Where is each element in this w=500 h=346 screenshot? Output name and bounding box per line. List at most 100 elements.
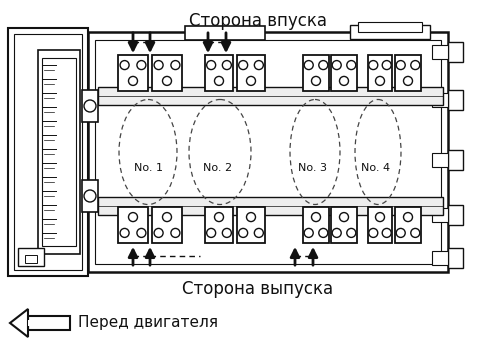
Bar: [395, 207, 421, 243]
Circle shape: [332, 228, 341, 237]
Circle shape: [369, 61, 378, 70]
Circle shape: [154, 61, 163, 70]
Circle shape: [347, 228, 356, 237]
Circle shape: [396, 61, 405, 70]
Bar: [88, 32, 448, 272]
Circle shape: [347, 61, 356, 70]
Bar: [185, 26, 265, 40]
Circle shape: [171, 61, 180, 70]
Bar: [448, 150, 463, 170]
Circle shape: [246, 76, 256, 85]
Circle shape: [404, 212, 412, 221]
Circle shape: [369, 228, 378, 237]
Circle shape: [162, 76, 172, 85]
Circle shape: [120, 61, 129, 70]
Bar: [25, 255, 37, 263]
Circle shape: [332, 61, 341, 70]
Circle shape: [162, 212, 172, 221]
Bar: [82, 90, 98, 122]
Bar: [95, 40, 441, 264]
Circle shape: [84, 190, 96, 202]
Bar: [331, 207, 357, 243]
Circle shape: [304, 61, 313, 70]
Circle shape: [128, 76, 138, 85]
Circle shape: [171, 228, 180, 237]
Bar: [205, 207, 233, 243]
Polygon shape: [14, 315, 24, 331]
Bar: [368, 55, 392, 91]
Circle shape: [238, 228, 248, 237]
Circle shape: [411, 228, 420, 237]
Circle shape: [382, 61, 391, 70]
Bar: [82, 180, 98, 212]
Circle shape: [206, 61, 216, 70]
Circle shape: [376, 212, 384, 221]
Bar: [448, 248, 463, 268]
Circle shape: [84, 100, 96, 112]
Circle shape: [304, 228, 313, 237]
Circle shape: [120, 228, 129, 237]
Circle shape: [254, 228, 264, 237]
Bar: [118, 207, 148, 243]
Bar: [448, 205, 463, 225]
Circle shape: [214, 76, 224, 85]
Bar: [303, 207, 329, 243]
Circle shape: [128, 212, 138, 221]
Circle shape: [137, 61, 146, 70]
Circle shape: [319, 228, 328, 237]
Circle shape: [206, 228, 216, 237]
Circle shape: [238, 61, 248, 70]
Bar: [118, 55, 148, 91]
Bar: [331, 55, 357, 91]
Circle shape: [254, 61, 264, 70]
Circle shape: [411, 61, 420, 70]
Bar: [432, 93, 448, 107]
Bar: [98, 87, 443, 105]
Bar: [42, 58, 76, 246]
Bar: [28, 316, 70, 330]
Text: Сторона впуска: Сторона впуска: [189, 12, 327, 30]
Bar: [237, 55, 265, 91]
Circle shape: [396, 228, 405, 237]
Circle shape: [312, 76, 320, 85]
Bar: [448, 42, 463, 62]
Bar: [38, 50, 80, 254]
Circle shape: [214, 212, 224, 221]
Bar: [152, 55, 182, 91]
Bar: [98, 197, 443, 215]
Circle shape: [319, 61, 328, 70]
Circle shape: [340, 212, 348, 221]
Bar: [448, 90, 463, 110]
Bar: [432, 45, 448, 59]
Circle shape: [340, 76, 348, 85]
Text: No. 4: No. 4: [362, 163, 390, 173]
Circle shape: [222, 61, 232, 70]
Circle shape: [246, 212, 256, 221]
Bar: [18, 248, 44, 266]
Bar: [395, 55, 421, 91]
Bar: [358, 22, 422, 32]
Bar: [432, 208, 448, 222]
Bar: [432, 251, 448, 265]
Bar: [28, 320, 66, 326]
Circle shape: [382, 228, 391, 237]
Circle shape: [222, 228, 232, 237]
Circle shape: [404, 76, 412, 85]
Text: No. 3: No. 3: [298, 163, 328, 173]
Bar: [152, 207, 182, 243]
Polygon shape: [10, 309, 28, 337]
Bar: [8, 28, 88, 276]
Text: No. 1: No. 1: [134, 163, 162, 173]
Bar: [237, 207, 265, 243]
Circle shape: [376, 76, 384, 85]
Bar: [432, 153, 448, 167]
Text: No. 2: No. 2: [204, 163, 233, 173]
Bar: [14, 34, 82, 270]
Bar: [205, 55, 233, 91]
Bar: [368, 207, 392, 243]
Bar: [350, 25, 430, 39]
Circle shape: [154, 228, 163, 237]
Circle shape: [137, 228, 146, 237]
Circle shape: [312, 212, 320, 221]
Text: Сторона выпуска: Сторона выпуска: [182, 280, 334, 298]
